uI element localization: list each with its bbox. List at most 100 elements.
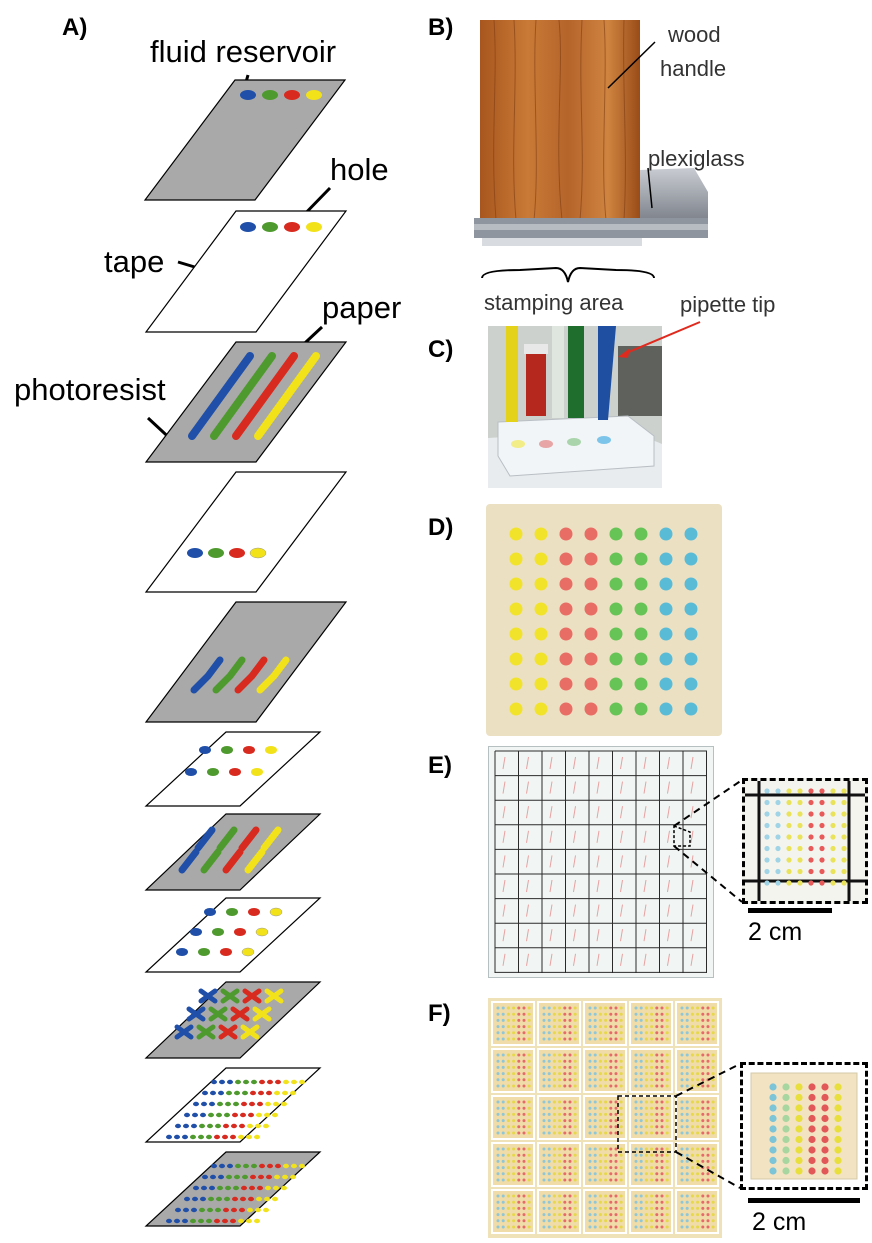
shape (634, 1025, 638, 1029)
shape (711, 1025, 715, 1029)
shape (821, 1125, 829, 1133)
shape (604, 1037, 608, 1041)
shape (256, 1196, 262, 1202)
shape (252, 1006, 272, 1022)
shape (711, 1053, 715, 1057)
shape (609, 1159, 613, 1163)
shape (680, 1206, 684, 1210)
shape (573, 1200, 577, 1204)
shape (685, 1119, 689, 1123)
shape (234, 1174, 240, 1180)
shape (643, 879, 647, 893)
shape (655, 1112, 659, 1116)
shape (696, 1006, 700, 1010)
shape (660, 1131, 664, 1135)
shape (588, 1084, 592, 1088)
shape (235, 1163, 241, 1169)
shape (701, 1018, 705, 1022)
shape (501, 1178, 505, 1182)
shape (808, 1167, 816, 1175)
shape (808, 845, 814, 852)
shape (643, 756, 647, 770)
shape (604, 1018, 608, 1022)
shape (552, 1125, 556, 1129)
shape (655, 1206, 659, 1210)
shape (706, 1166, 710, 1170)
shape (609, 1018, 613, 1022)
hole-green (262, 222, 278, 232)
shape (517, 1200, 521, 1204)
shape (552, 1166, 556, 1170)
shape (517, 1112, 521, 1116)
shape (559, 577, 573, 591)
shape (506, 1025, 510, 1029)
shape (620, 953, 623, 966)
shape (685, 1172, 689, 1176)
shape (509, 652, 523, 666)
shape (496, 1125, 500, 1129)
shape (655, 1159, 659, 1163)
shape (212, 928, 224, 936)
shape (634, 652, 648, 666)
shape (568, 1225, 572, 1229)
shape (558, 1219, 562, 1223)
shape (690, 855, 694, 868)
shape (517, 1147, 521, 1151)
shape (701, 1059, 705, 1063)
shape (542, 1213, 546, 1217)
shape (542, 1078, 546, 1082)
shape (542, 1031, 546, 1035)
shape (534, 702, 548, 716)
shape (690, 1200, 694, 1204)
shape (619, 1006, 623, 1010)
shape (830, 857, 836, 863)
shape (247, 1123, 253, 1129)
shape (502, 830, 506, 843)
shape (639, 1006, 643, 1010)
shape (208, 1112, 214, 1118)
shape (534, 577, 548, 591)
shape (527, 1166, 531, 1170)
shape (609, 1194, 613, 1198)
shape (506, 1125, 510, 1129)
shape (614, 1031, 618, 1035)
shape (604, 1178, 608, 1182)
shape (690, 1084, 694, 1088)
shape (496, 1178, 500, 1182)
shape (215, 1207, 221, 1213)
shape (563, 1172, 567, 1176)
shape (819, 834, 825, 840)
shape (619, 1206, 623, 1210)
shape (234, 928, 246, 936)
shape (527, 1172, 531, 1176)
shape (604, 1153, 608, 1157)
shape (542, 1219, 546, 1223)
shape (701, 1053, 705, 1057)
shape (509, 577, 523, 591)
shape (547, 1018, 551, 1022)
shape (609, 577, 623, 591)
shape (496, 1018, 500, 1022)
shape (680, 1059, 684, 1063)
shape (634, 1059, 638, 1063)
shape (619, 1219, 623, 1223)
shape (522, 1172, 526, 1176)
shape (764, 857, 770, 863)
shape (706, 1112, 710, 1116)
shape (598, 1106, 602, 1110)
shape (711, 1131, 715, 1135)
shape (282, 1090, 288, 1096)
shape (596, 904, 600, 917)
shape (496, 1059, 500, 1063)
reservoir-blue (240, 90, 256, 100)
shape (619, 1119, 623, 1123)
label-paper: paper (322, 290, 402, 325)
shape (764, 880, 770, 886)
shape (696, 1153, 700, 1157)
shape (506, 1131, 510, 1135)
shape (549, 756, 553, 770)
shape (667, 904, 670, 917)
shape (547, 1172, 551, 1176)
shape (512, 1194, 516, 1198)
shape (619, 1012, 623, 1016)
